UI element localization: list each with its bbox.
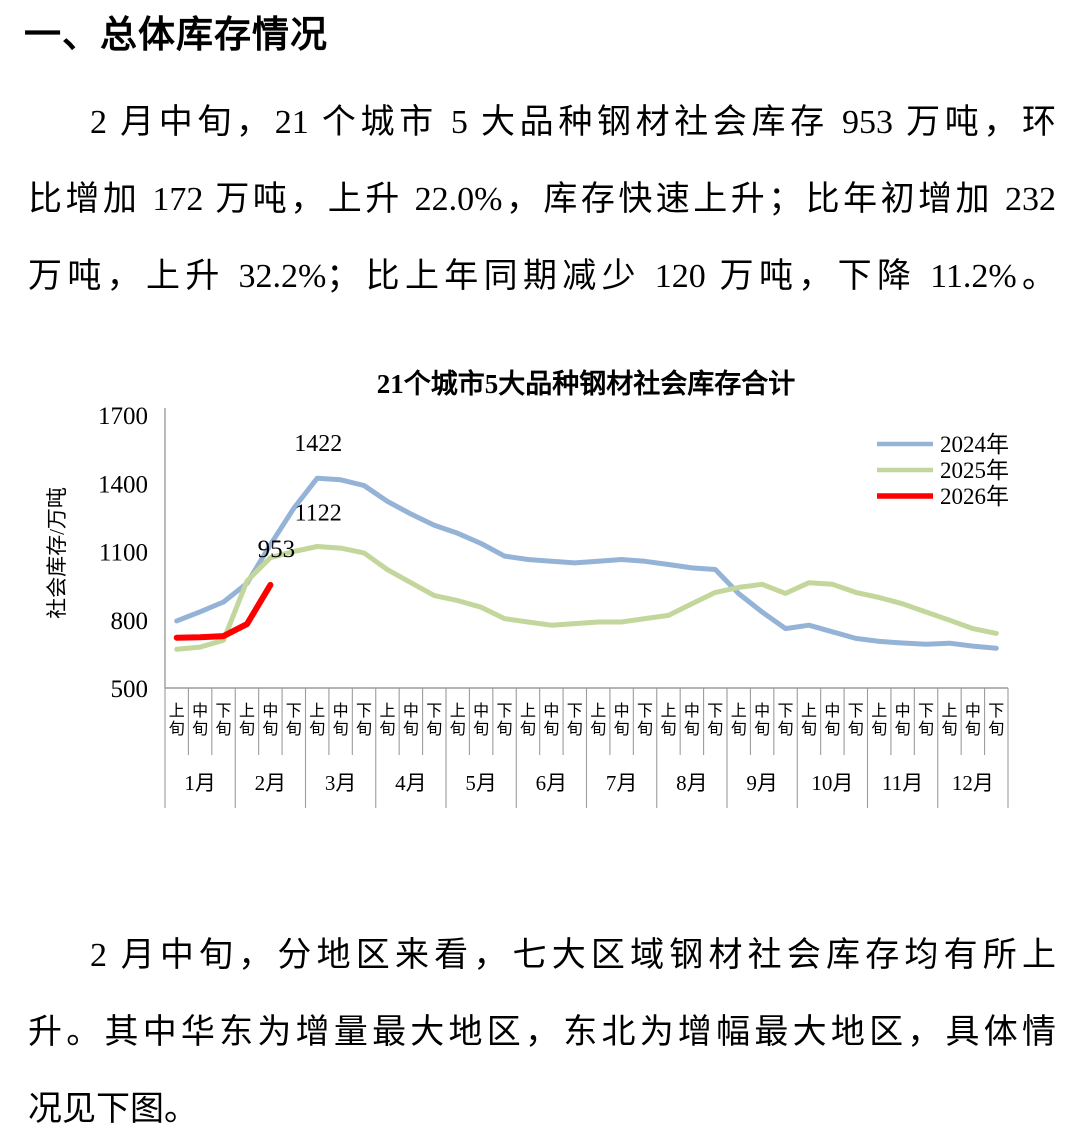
y-tick-label: 800 [111,608,149,635]
x-subperiod-label: 中旬 [965,702,981,738]
series-line-2025年 [174,544,999,652]
x-subperiod-label: 中旬 [824,702,840,738]
legend-label-2025年: 2025年 [940,458,1009,483]
x-subperiod-label: 中旬 [192,702,208,738]
x-month-label: 8月 [676,771,708,795]
chart-title: 21个城市5大品种钢材社会库存合计 [376,369,796,399]
data-label-1422: 1422 [294,431,342,457]
y-tick-label: 500 [111,676,149,703]
x-month-label: 2月 [255,771,287,795]
x-subperiod-label: 下旬 [918,703,934,738]
data-label-1122: 1122 [295,500,342,526]
paragraph-line: 2 月中旬，21 个城市 5 大品种钢材社会库存 953 万吨，环 [90,104,1056,141]
x-subperiod-label: 中旬 [895,702,911,738]
x-subperiod-label: 中旬 [754,702,770,738]
x-month-label: 12月 [952,771,994,795]
legend-label-2026年: 2026年 [940,484,1009,509]
x-subperiod-label: 上旬 [309,702,325,738]
paragraph-line: 比增加 172 万吨，上升 22.0%，库存快速上升；比年初增加 232 [28,181,1056,218]
x-subperiod-label: 上旬 [239,702,255,738]
x-month-label: 5月 [465,771,497,795]
x-subperiod-label: 中旬 [473,702,489,738]
x-subperiod-label: 下旬 [356,703,372,738]
section-heading: 一、总体库存情况 [24,15,328,56]
x-subperiod-label: 下旬 [567,703,583,738]
paragraph-line: 况见下图。 [28,1091,198,1128]
x-subperiod-label: 中旬 [403,702,419,738]
x-subperiod-label: 上旬 [871,702,887,738]
legend-label-2024年: 2024年 [940,432,1009,457]
x-subperiod-label: 下旬 [216,703,232,738]
x-subperiod-label: 上旬 [731,702,747,738]
data-label-953: 953 [258,536,296,563]
x-subperiod-label: 上旬 [801,702,817,738]
x-month-label: 10月 [811,771,853,795]
paragraph-overall-inventory: 2 月中旬，21 个城市 5 大品种钢材社会库存 953 万吨，环 比增加 17… [28,84,1056,315]
x-month-label: 9月 [746,771,778,795]
x-subperiod-label: 中旬 [684,702,700,738]
x-subperiod-label: 下旬 [707,703,723,738]
x-month-label: 3月 [325,771,357,795]
paragraph-regional-inventory: 2 月中旬，分地区来看，七大区域钢材社会库存均有所上 升。其中华东为增量最大地区… [28,917,1056,1129]
x-subperiod-label: 上旬 [450,702,466,738]
x-subperiod-label: 上旬 [660,702,676,738]
series-line-2026年 [173,581,274,641]
paragraph-line: 2 月中旬，分地区来看，七大区域钢材社会库存均有所上 [90,937,1056,974]
x-subperiod-label: 上旬 [169,702,185,738]
x-subperiod-label: 中旬 [262,702,278,738]
x-subperiod-label: 中旬 [614,702,630,738]
x-subperiod-label: 下旬 [637,703,653,738]
x-subperiod-label: 下旬 [988,703,1004,738]
x-month-label: 4月 [395,771,427,795]
x-subperiod-label: 下旬 [848,703,864,738]
x-subperiod-label: 上旬 [590,702,606,738]
series-line-2024年 [174,475,999,651]
y-tick-label: 1400 [98,471,148,498]
x-subperiod-label: 下旬 [286,703,302,738]
x-subperiod-label: 下旬 [426,703,442,738]
x-month-label: 7月 [606,771,638,795]
x-subperiod-label: 中旬 [543,702,559,738]
paragraph-line: 万吨，上升 32.2%；比上年同期减少 120 万吨，下降 11.2%。 [28,258,1056,295]
x-month-label: 11月 [882,771,923,795]
x-subperiod-label: 下旬 [497,703,513,738]
y-tick-label: 1100 [99,540,148,567]
y-tick-label: 1700 [98,403,148,430]
inventory-line-chart: 21个城市5大品种钢材社会库存合计 社会库存/万吨 500 800 1100 1400… [0,348,1080,828]
x-month-label: 6月 [536,771,568,795]
x-month-label: 1月 [184,771,216,795]
paragraph-line: 升。其中华东为增量最大地区，东北为增幅最大地区，具体情 [28,1014,1056,1051]
x-subperiod-label: 上旬 [941,702,957,738]
x-subperiod-label: 上旬 [520,702,536,738]
chart-canvas: 500800110014001700上旬中旬下旬1月上旬中旬下旬2月上旬中旬下旬… [98,403,1009,808]
x-subperiod-label: 下旬 [778,703,794,738]
x-subperiod-label: 中旬 [333,702,349,738]
x-subperiod-label: 上旬 [379,702,395,738]
